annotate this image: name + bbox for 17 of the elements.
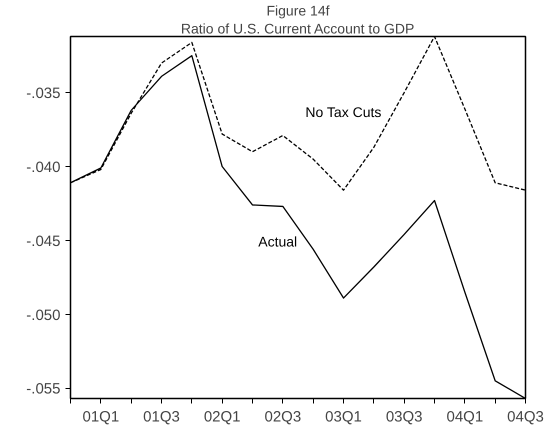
x-tick-label: 02Q1 xyxy=(204,408,241,426)
x-tick-label: 03Q1 xyxy=(325,408,362,426)
x-tick-label: 02Q3 xyxy=(264,408,302,426)
chart-title: Figure 14f xyxy=(266,2,330,18)
series-label: No Tax Cuts xyxy=(305,104,382,120)
y-tick-label: -.040 xyxy=(26,159,61,176)
x-tick-label: 04Q3 xyxy=(507,408,544,426)
y-tick-label: -.050 xyxy=(26,306,61,324)
x-tick-label: 01Q1 xyxy=(82,408,120,426)
y-tick-label: -.035 xyxy=(26,85,61,102)
x-tick-label: 04Q1 xyxy=(446,408,484,426)
x-tick-label: 01Q3 xyxy=(143,408,180,426)
x-tick-label: 03Q3 xyxy=(386,408,423,426)
series-label: Actual xyxy=(258,233,298,250)
chart-subtitle: Ratio of U.S. Current Account to GDP xyxy=(180,20,414,36)
y-tick-label: -.045 xyxy=(26,232,61,250)
y-tick-label: -.055 xyxy=(26,380,61,398)
